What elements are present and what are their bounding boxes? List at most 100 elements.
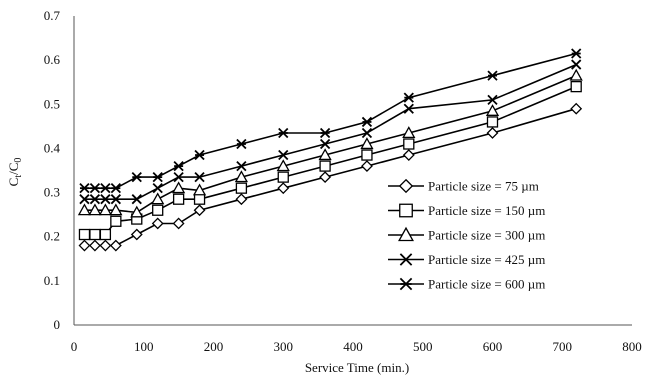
triangle-marker — [234, 170, 249, 183]
y-axis-title-c: C — [6, 178, 21, 187]
x-marker-stroke — [399, 253, 413, 266]
square-marker — [361, 149, 373, 161]
square-marker — [78, 228, 91, 241]
square-marker-shape — [361, 149, 373, 161]
y-axis-title-sub-t: t — [13, 175, 24, 178]
square-marker — [319, 160, 331, 172]
x-tick-label: 700 — [553, 339, 573, 354]
diamond-marker — [277, 182, 290, 195]
diamond-marker — [486, 127, 499, 139]
x-tick-label: 200 — [204, 339, 224, 354]
x-axis-title: Service Time (min.) — [305, 360, 409, 375]
y-tick-label: 0.2 — [44, 229, 60, 244]
y-tick-label: 0.1 — [44, 273, 60, 288]
y-axis-title-c0: /C — [6, 163, 21, 175]
triangle-marker-shape — [402, 126, 416, 139]
triangle-marker — [276, 159, 290, 172]
x-tick-label: 400 — [343, 339, 363, 354]
triangle-marker — [151, 192, 165, 205]
x-marker-stroke — [571, 59, 582, 70]
diamond-marker — [319, 171, 332, 184]
triangle-marker — [485, 104, 500, 116]
legend: Particle size = 75 µm Particle size = 150… — [388, 179, 545, 292]
legend-label: Particle size = 600 µm — [428, 277, 545, 292]
x-marker — [110, 194, 121, 205]
square-marker — [110, 215, 122, 227]
diamond-marker-shape — [151, 217, 164, 230]
triangle-marker-shape — [318, 148, 332, 161]
diamond-marker-shape — [235, 193, 248, 206]
legend-label: Particle size = 150 µm — [428, 203, 545, 218]
x-tick-label: 800 — [622, 339, 642, 354]
y-tick-label: 0.6 — [44, 52, 61, 67]
x-marker-stroke — [79, 194, 90, 205]
diamond-marker — [398, 178, 414, 194]
diamond-marker — [361, 160, 373, 173]
x-marker-stroke — [403, 103, 414, 114]
diamond-marker-shape — [361, 160, 373, 173]
diamond-marker — [99, 239, 112, 252]
triangle-marker — [318, 148, 332, 161]
star-marker — [194, 149, 205, 161]
x-marker-stroke — [110, 194, 121, 205]
triangle-marker-shape — [485, 104, 500, 116]
star-marker — [399, 277, 413, 291]
x-tick-label: 100 — [134, 339, 154, 354]
triangle-marker-shape — [151, 192, 165, 205]
triangle-marker — [130, 205, 144, 218]
star-marker — [319, 127, 331, 139]
square-marker-shape — [110, 215, 122, 227]
square-marker-shape — [152, 204, 164, 216]
x-marker — [131, 194, 142, 205]
triangle-marker-shape — [130, 205, 144, 218]
square-marker-shape — [172, 193, 185, 205]
square-marker — [403, 138, 415, 150]
star-marker — [361, 116, 373, 128]
triangle-marker-shape — [88, 203, 102, 216]
x-marker — [571, 59, 582, 70]
square-marker — [152, 204, 164, 216]
legend-item: Particle size = 300 µm — [388, 226, 545, 243]
series-layer — [77, 48, 583, 252]
x-marker-stroke — [100, 194, 111, 205]
star-marker — [236, 138, 247, 150]
legend-label: Particle size = 425 µm — [428, 252, 545, 267]
diamond-marker — [78, 239, 91, 252]
triangle-marker — [109, 203, 123, 216]
star-marker — [487, 70, 498, 81]
diamond-marker — [172, 217, 185, 230]
square-marker-shape — [89, 228, 101, 241]
diamond-marker-shape — [193, 204, 206, 217]
triangle-marker-shape — [172, 181, 186, 194]
x-marker — [194, 171, 205, 183]
x-tick-label: 300 — [274, 339, 294, 354]
legend-label: Particle size = 75 µm — [428, 179, 539, 194]
triangle-marker-shape — [192, 183, 207, 196]
diamond-marker — [570, 102, 583, 115]
star-marker — [110, 183, 121, 194]
x-marker — [89, 194, 101, 205]
diamond-marker — [130, 228, 143, 241]
diamond-marker — [402, 149, 415, 161]
legend-item: Particle size = 150 µm — [388, 203, 545, 218]
square-marker — [570, 80, 582, 93]
diamond-marker-shape — [99, 239, 112, 252]
x-marker — [487, 94, 498, 106]
star-marker — [173, 160, 184, 172]
triangle-marker-shape — [360, 137, 374, 150]
star-marker — [100, 183, 111, 194]
square-marker — [89, 228, 101, 241]
legend-item: Particle size = 75 µm — [388, 179, 539, 194]
x-tick-label: 600 — [483, 339, 503, 354]
triangle-marker — [192, 183, 207, 196]
diamond-marker-shape — [570, 102, 583, 115]
x-marker — [173, 171, 184, 183]
star-marker — [89, 183, 101, 194]
star-marker — [571, 48, 582, 59]
triangle-marker — [98, 203, 112, 216]
y-tick-label: 0 — [54, 317, 61, 332]
star-marker — [152, 171, 163, 183]
square-marker-shape — [399, 203, 413, 218]
triangle-marker — [88, 203, 102, 216]
